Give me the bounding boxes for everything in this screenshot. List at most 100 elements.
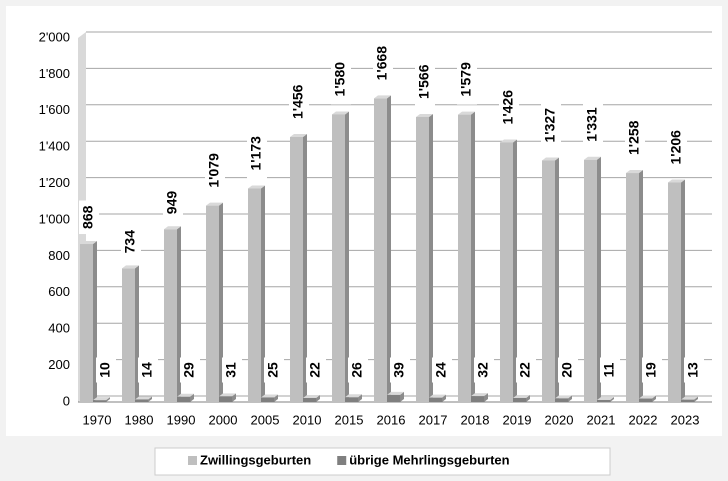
value-label: 14 [139, 362, 155, 378]
bar-top [345, 394, 362, 398]
bar-top [290, 134, 307, 138]
value-label-box [667, 122, 687, 173]
bar-side [261, 185, 265, 402]
bar-top [261, 394, 278, 398]
bar [290, 137, 303, 402]
x-tick-label: 2005 [251, 412, 280, 427]
value-label: 1'456 [290, 84, 306, 119]
bar [500, 142, 513, 402]
bar [122, 268, 135, 402]
bar [135, 399, 148, 402]
value-label: 1'426 [500, 90, 516, 125]
x-tick-label: 2022 [629, 412, 658, 427]
x-tick-label: 2000 [209, 412, 238, 427]
bar [416, 116, 429, 402]
bar [80, 244, 93, 402]
bar-top [135, 396, 152, 400]
bar-side [190, 393, 194, 402]
value-label-box [457, 54, 477, 105]
bar-top [555, 395, 572, 399]
bar [639, 398, 652, 402]
value-label-box [79, 200, 99, 235]
value-label-box [684, 357, 704, 383]
bar-side [471, 111, 475, 402]
bar-side [694, 396, 698, 402]
value-label-box [499, 81, 519, 133]
value-label-box [642, 357, 662, 383]
bar [584, 159, 597, 402]
value-label: 20 [559, 362, 575, 378]
value-label-box [415, 56, 435, 107]
bar-side [274, 394, 278, 402]
bar-side [316, 394, 320, 402]
bar [345, 397, 358, 402]
y-tick-label: 1'200 [39, 175, 70, 190]
bar [458, 114, 471, 402]
value-label: 1'579 [458, 62, 474, 97]
value-label: 949 [164, 191, 180, 215]
bar [542, 160, 555, 402]
bar-top [374, 95, 391, 99]
value-label-box [373, 37, 393, 89]
value-label: 868 [80, 205, 96, 229]
bar-side [106, 397, 110, 402]
value-label: 1'566 [416, 64, 432, 99]
value-label-box [222, 357, 242, 383]
x-tick-label: 2019 [503, 412, 532, 427]
value-label: 29 [181, 362, 197, 378]
value-label-box [138, 357, 158, 383]
x-tick-label: 2015 [335, 412, 364, 427]
value-label-box [331, 53, 351, 105]
value-label: 1'331 [584, 107, 600, 142]
bar-side [652, 395, 656, 402]
y-tick-label: 2'000 [39, 29, 70, 44]
bar [471, 396, 484, 402]
value-label: 1'327 [542, 108, 558, 143]
bar-side [442, 394, 446, 402]
bar-top [429, 394, 446, 398]
bar-side [387, 95, 391, 402]
value-label-box [180, 357, 200, 383]
value-label-box [541, 99, 561, 151]
bar [303, 397, 316, 402]
bar [626, 173, 639, 402]
y-tick-label: 1'800 [39, 66, 70, 81]
bar [681, 399, 694, 402]
bar [332, 114, 345, 402]
bar [597, 399, 610, 402]
bar-top [626, 170, 643, 174]
value-label: 26 [349, 362, 365, 378]
x-tick-label: 2016 [377, 412, 406, 427]
bar-side [232, 393, 236, 402]
bar-side [358, 394, 362, 402]
bar-side [148, 396, 152, 402]
value-label-box [432, 357, 452, 383]
value-label: 22 [517, 362, 533, 378]
value-label-box [163, 185, 183, 220]
x-tick-label: 1980 [125, 412, 154, 427]
bar-top [513, 394, 530, 398]
bar-top [93, 397, 110, 401]
value-label: 1'079 [206, 153, 222, 188]
x-tick-label: 2020 [545, 412, 574, 427]
value-label: 1'173 [248, 136, 264, 171]
legend-swatch [188, 456, 197, 465]
value-label: 10 [97, 362, 113, 378]
value-label: 13 [685, 362, 701, 378]
bar [513, 397, 526, 402]
value-label: 1'258 [626, 120, 642, 155]
value-label: 25 [265, 362, 281, 378]
x-tick-label: 2018 [461, 412, 490, 427]
bar-top [639, 395, 656, 399]
value-label: 31 [223, 362, 239, 378]
value-label-box [600, 357, 620, 383]
bar-side [345, 111, 349, 402]
bar-top [177, 393, 194, 397]
bar-top [471, 393, 488, 397]
bar [555, 398, 568, 402]
value-label: 24 [433, 362, 449, 378]
value-label: 19 [643, 362, 659, 378]
value-label: 11 [601, 362, 617, 377]
bar-side [610, 396, 614, 402]
value-label-box [348, 357, 368, 383]
